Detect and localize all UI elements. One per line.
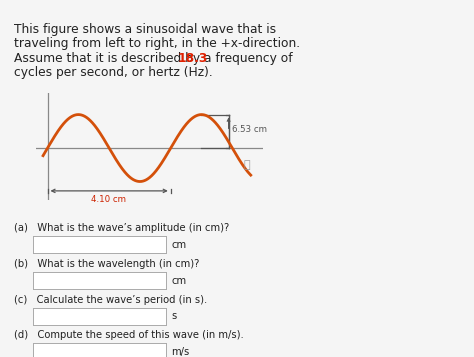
Text: ⓘ: ⓘ (244, 160, 250, 170)
Text: This figure shows a sinusoidal wave that is: This figure shows a sinusoidal wave that… (14, 23, 276, 36)
Text: (d)   Compute the speed of this wave (in m/s).: (d) Compute the speed of this wave (in m… (14, 330, 244, 340)
Text: cm: cm (172, 240, 187, 250)
Text: (b)   What is the wavelength (in cm)?: (b) What is the wavelength (in cm)? (14, 259, 200, 269)
Text: cm: cm (172, 276, 187, 286)
Text: cycles per second, or hertz (Hz).: cycles per second, or hertz (Hz). (14, 66, 213, 79)
Text: 4.10 cm: 4.10 cm (91, 195, 126, 204)
Text: Assume that it is described by a frequency of: Assume that it is described by a frequen… (14, 52, 297, 65)
Text: s: s (172, 311, 177, 321)
Text: (c)   Calculate the wave’s period (in s).: (c) Calculate the wave’s period (in s). (14, 295, 208, 305)
Text: 18.3: 18.3 (177, 52, 208, 65)
Text: traveling from left to right, in the +x-direction.: traveling from left to right, in the +x-… (14, 37, 301, 50)
Text: 6.53 cm: 6.53 cm (232, 125, 267, 134)
Text: m/s: m/s (172, 347, 190, 357)
Text: (a)   What is the wave’s amplitude (in cm)?: (a) What is the wave’s amplitude (in cm)… (14, 223, 229, 233)
